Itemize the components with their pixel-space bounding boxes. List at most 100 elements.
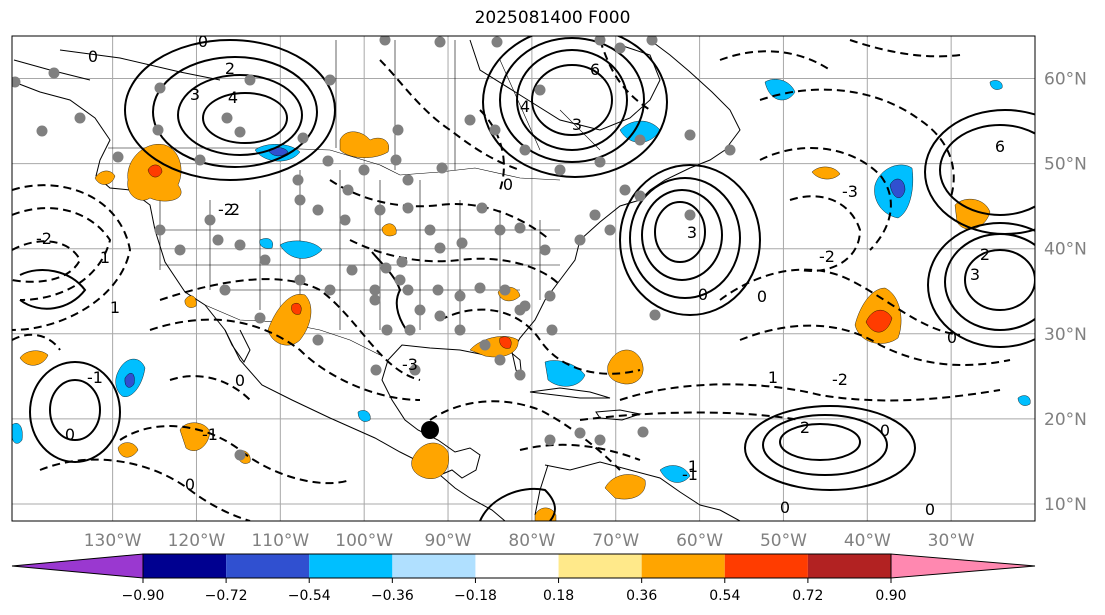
station-marker bbox=[494, 354, 506, 366]
longitude-label: 30°W bbox=[928, 531, 975, 551]
latitude-labels: 60°N 50°N 40°N 30°N 20°N 10°N bbox=[1044, 70, 1087, 515]
station-marker bbox=[514, 222, 526, 234]
contour-value-label: 2 bbox=[230, 200, 240, 219]
station-marker bbox=[342, 184, 354, 196]
station-marker bbox=[374, 204, 386, 216]
contour-value-label: 0 bbox=[198, 32, 208, 51]
dashed-contours bbox=[12, 39, 1011, 521]
solid-contours bbox=[19, 36, 1035, 521]
station-marker bbox=[409, 364, 421, 376]
colorbar-tick-label: −0.18 bbox=[454, 588, 497, 604]
colorbar-tick-label: 0.18 bbox=[543, 588, 574, 604]
station-marker bbox=[369, 294, 381, 306]
station-marker bbox=[370, 364, 382, 376]
contour-value-label: 6 bbox=[590, 60, 600, 79]
station-marker bbox=[432, 284, 444, 296]
contour-value-label: -3 bbox=[402, 355, 418, 374]
contour-value-label: 0 bbox=[503, 175, 513, 194]
station-marker bbox=[436, 162, 448, 174]
colorbar-tick-label: 0.54 bbox=[709, 588, 740, 604]
contour-value-label: -2 bbox=[819, 247, 835, 266]
station-marker bbox=[221, 112, 233, 124]
coastlines bbox=[13, 39, 741, 521]
station-marker bbox=[174, 244, 186, 256]
colorbar-tick-label: 0.36 bbox=[626, 588, 657, 604]
station-marker bbox=[634, 134, 646, 146]
station-marker bbox=[390, 154, 402, 166]
colorbar-segment bbox=[392, 554, 476, 578]
station-marker bbox=[589, 209, 601, 221]
station-marker bbox=[474, 282, 486, 294]
latitude-label: 50°N bbox=[1044, 155, 1087, 175]
longitude-label: 60°W bbox=[676, 531, 723, 551]
station-marker bbox=[414, 304, 426, 316]
colorbar-extend-low bbox=[11, 553, 144, 579]
station-marker bbox=[434, 36, 446, 48]
station-marker bbox=[312, 204, 324, 216]
contour-value-label: 2 bbox=[800, 418, 810, 437]
contour-value-label: 0 bbox=[235, 371, 245, 390]
station-marker bbox=[649, 309, 661, 321]
longitude-label: 40°W bbox=[844, 531, 891, 551]
station-marker bbox=[381, 324, 393, 336]
colorbar-tick-labels: −0.90 −0.72 −0.54 −0.36 −0.18 0.18 0.36 0.54 0.7… bbox=[122, 578, 907, 604]
station-marker bbox=[234, 449, 246, 461]
contour-value-label: 0 bbox=[757, 287, 767, 306]
station-marker bbox=[514, 304, 526, 316]
station-marker bbox=[539, 244, 551, 256]
station-marker bbox=[74, 112, 86, 124]
colorbar-segment bbox=[807, 554, 891, 578]
station-marker bbox=[476, 202, 488, 214]
longitude-label: 70°W bbox=[592, 531, 639, 551]
contour-value-label: 3 bbox=[687, 223, 697, 242]
contour-value-label: 2 bbox=[980, 245, 990, 264]
latitude-label: 30°N bbox=[1044, 325, 1087, 345]
station-marker bbox=[479, 339, 491, 351]
contour-value-label: 0 bbox=[880, 421, 890, 440]
longitude-label: 110°W bbox=[251, 531, 309, 551]
station-marker bbox=[154, 82, 166, 94]
station-marker bbox=[614, 42, 626, 54]
station-marker bbox=[402, 174, 414, 186]
station-marker bbox=[392, 124, 404, 136]
longitude-label: 120°W bbox=[168, 531, 226, 551]
highlight-marker bbox=[421, 421, 439, 439]
station-marker bbox=[312, 334, 324, 346]
station-marker bbox=[464, 114, 476, 126]
station-marker bbox=[154, 224, 166, 236]
station-marker bbox=[234, 126, 246, 138]
station-marker bbox=[454, 324, 466, 336]
contour-value-label: 3 bbox=[190, 85, 200, 104]
station-marker bbox=[48, 67, 60, 79]
contour-value-label: 4 bbox=[520, 97, 530, 116]
colorbar-outline bbox=[142, 553, 892, 579]
station-marker bbox=[219, 284, 231, 296]
station-marker bbox=[212, 234, 224, 246]
colorbar-segment bbox=[226, 554, 310, 578]
station-marker bbox=[12, 76, 21, 88]
station-marker bbox=[324, 284, 336, 296]
station-marker bbox=[112, 151, 124, 163]
contour-value-label: 2 bbox=[225, 59, 235, 78]
colorbar-segment bbox=[558, 554, 642, 578]
colorbar-tick-label: −0.54 bbox=[288, 588, 331, 604]
station-marker bbox=[324, 74, 336, 86]
longitude-label: 100°W bbox=[335, 531, 393, 551]
station-marker bbox=[434, 310, 446, 322]
longitude-label: 50°W bbox=[760, 531, 807, 551]
colorbar-tick-label: 0.72 bbox=[792, 588, 823, 604]
contour-value-label: 3 bbox=[572, 115, 582, 134]
contour-value-label: 1 bbox=[688, 457, 698, 476]
contour-value-label: 0 bbox=[698, 285, 708, 304]
station-marker bbox=[404, 324, 416, 336]
station-marker bbox=[294, 194, 306, 206]
map-title: 2025081400 F000 bbox=[474, 8, 631, 28]
station-marker bbox=[380, 262, 392, 274]
contour-value-label: -1 bbox=[682, 465, 698, 484]
station-marker bbox=[619, 184, 631, 196]
station-marker bbox=[604, 224, 616, 236]
station-marker bbox=[358, 164, 370, 176]
station-marker bbox=[259, 254, 271, 266]
